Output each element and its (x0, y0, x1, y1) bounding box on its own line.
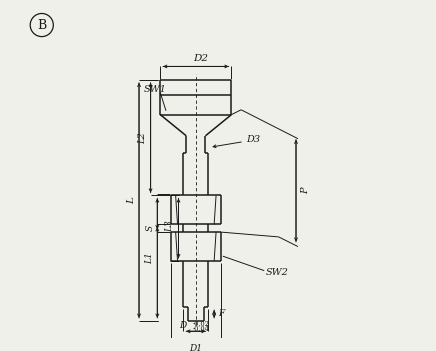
Text: L1: L1 (145, 252, 154, 264)
Text: SW1: SW1 (144, 85, 167, 94)
Text: -0,02: -0,02 (193, 319, 210, 327)
Text: L3: L3 (165, 220, 174, 232)
Text: D1: D1 (189, 344, 202, 351)
Text: L2: L2 (138, 132, 147, 144)
Text: S: S (146, 225, 155, 231)
Text: D2: D2 (193, 54, 208, 63)
Text: P: P (301, 187, 310, 194)
Text: D3: D3 (246, 135, 260, 144)
Text: B: B (37, 19, 46, 32)
Text: -0,04: -0,04 (193, 324, 210, 332)
Text: L: L (127, 197, 136, 204)
Text: SW2: SW2 (266, 268, 289, 277)
Text: D: D (179, 322, 186, 331)
Text: F: F (218, 310, 224, 318)
